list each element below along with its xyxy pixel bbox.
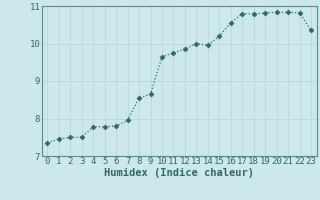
X-axis label: Humidex (Indice chaleur): Humidex (Indice chaleur): [104, 168, 254, 178]
